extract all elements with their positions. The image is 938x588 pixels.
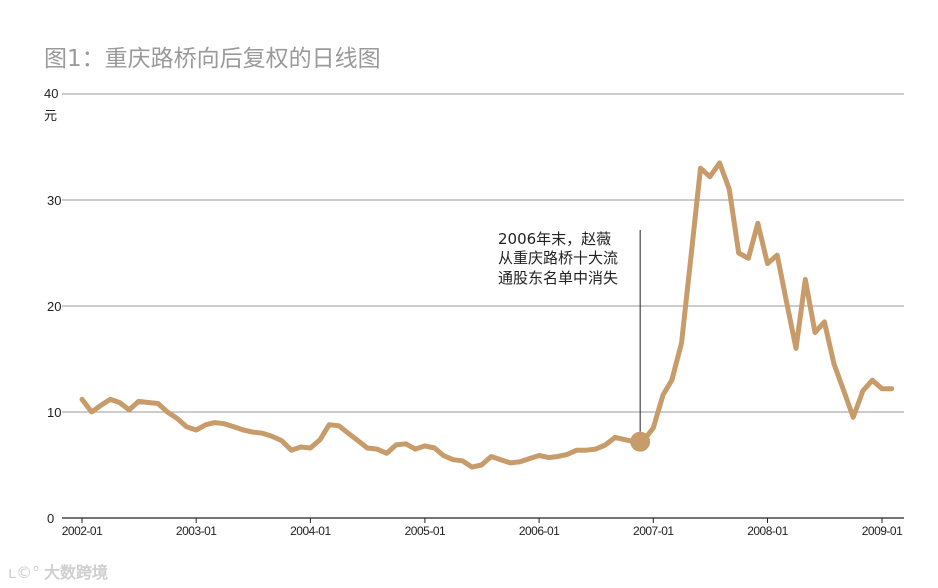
x-tick-label: 2009-01 [862, 524, 903, 538]
series-line [79, 160, 895, 470]
y-axis-label: 元 [44, 109, 57, 124]
annotation-line-2: 从重庆路桥十大流 [498, 249, 618, 267]
x-tick-label: 2005-01 [405, 524, 446, 538]
watermark-logo-icon: ʟ©° [8, 563, 40, 582]
x-tick-label: 2008-01 [747, 524, 788, 538]
x-axis-ticks: 2002-01 2003-01 2004-01 2005-01 2006-01 2007-… [62, 518, 904, 538]
y-tick-label: 20 [47, 299, 61, 314]
y-tick-label: 30 [47, 193, 61, 208]
x-tick-label: 2003-01 [176, 524, 217, 538]
annotation-line-1: 2006年末，赵薇 [498, 230, 611, 248]
y-tick-label: 40 [44, 86, 58, 101]
y-axis-ticks: 0 10 20 30 40 [44, 86, 61, 526]
y-tick-label: 10 [47, 405, 61, 420]
x-tick-label: 2007-01 [633, 524, 674, 538]
watermark-text: 大数跨境 [44, 563, 108, 582]
y-tick-label: 0 [47, 511, 54, 526]
grid [62, 93, 904, 519]
watermark: ʟ©° 大数跨境 [8, 563, 108, 582]
chart-title: 图1：重庆路桥向后复权的日线图 [44, 46, 381, 72]
annotation-line-3: 通股东名单中消失 [498, 269, 618, 287]
annotation-marker [630, 431, 651, 452]
x-tick-label: 2002-01 [62, 524, 103, 538]
x-tick-label: 2004-01 [290, 524, 331, 538]
x-tick-label: 2006-01 [519, 524, 560, 538]
annotation: 2006年末，赵薇 从重庆路桥十大流 通股东名单中消失 [498, 230, 618, 287]
